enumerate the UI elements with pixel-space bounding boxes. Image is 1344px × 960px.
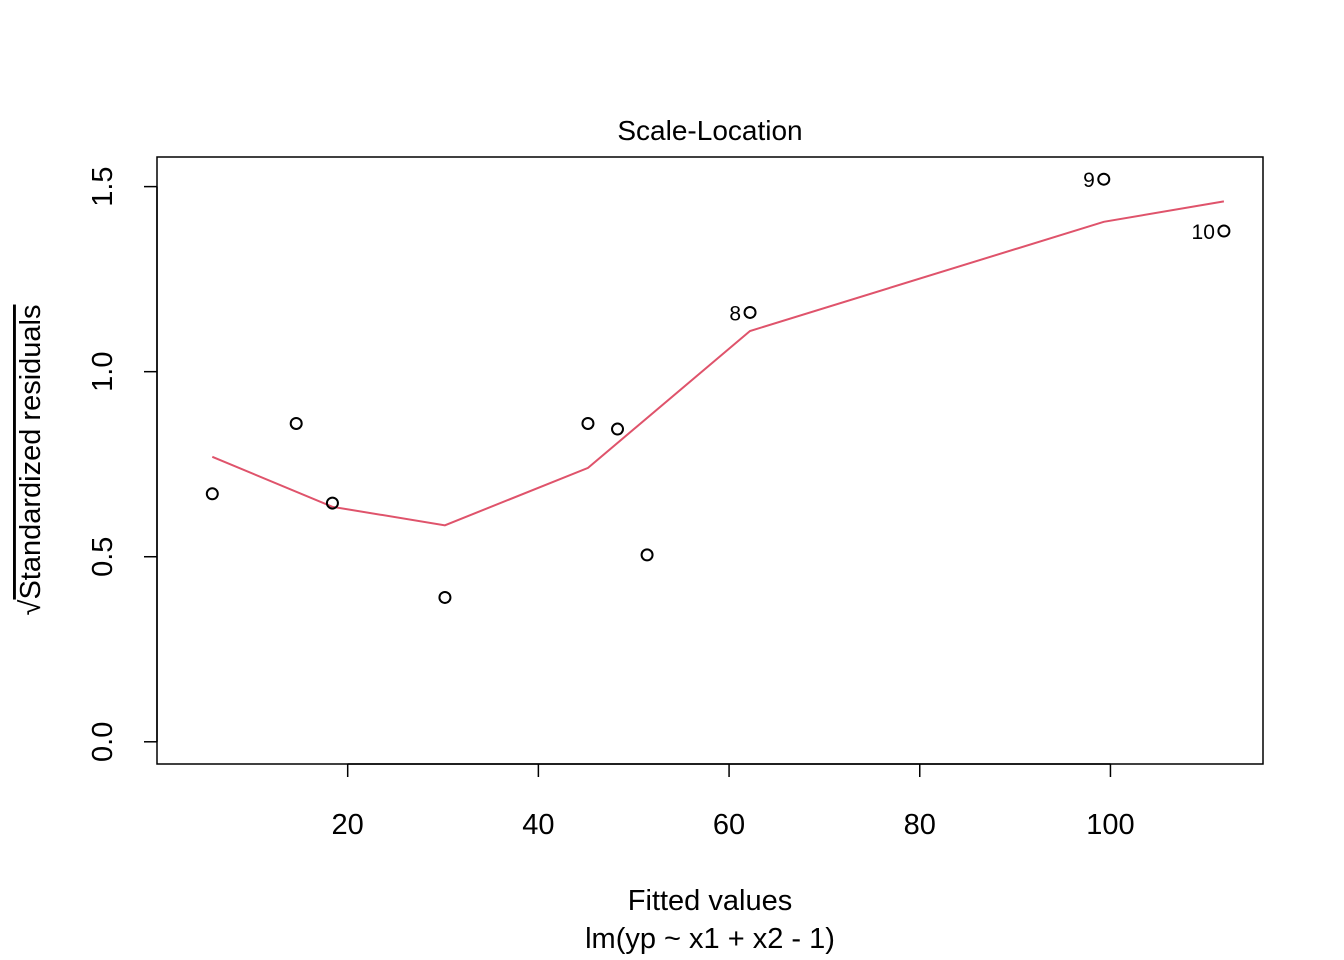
data-point [640,548,654,562]
x-axis-label: Fitted values [628,885,792,917]
data-point [205,487,219,501]
y-tick-label: 1.0 [87,352,119,392]
data-point [438,590,452,604]
x-axis-sublabel: lm(yp ~ x1 + x2 - 1) [585,923,835,955]
y-axis-label: √Standardized residuals [15,305,47,616]
y-axis: 0.0 0.5 1.0 1.5 [87,166,158,762]
point-label: 10 [1192,221,1215,244]
point-label: 8 [729,302,741,325]
x-axis: 20 40 60 80 100 [332,763,1135,841]
y-axis-label-sqrt: √ [15,599,47,615]
y-axis-label-group: √Standardized residuals [15,305,47,616]
data-point [1097,172,1111,186]
data-point [743,305,757,319]
smooth-layer [211,200,1225,527]
x-tick-label: 40 [522,809,554,841]
points-layer: 8 9 10 [205,169,1231,604]
y-tick-label: 1.5 [87,166,119,206]
smooth-line [211,200,1225,527]
data-point [325,496,339,510]
x-tick-label: 80 [904,809,936,841]
data-point [611,422,625,436]
x-tick-label: 100 [1086,809,1134,841]
y-axis-label-text: Standardized residuals [15,305,47,600]
y-tick-label: 0.5 [87,537,119,577]
x-tick-label: 20 [332,809,364,841]
data-point [581,416,595,430]
y-tick-label: 0.0 [87,722,119,762]
data-point [1217,224,1231,238]
x-tick-label: 60 [713,809,745,841]
data-point [289,416,303,430]
point-label: 9 [1083,169,1095,192]
chart-title: Scale-Location [617,115,802,146]
